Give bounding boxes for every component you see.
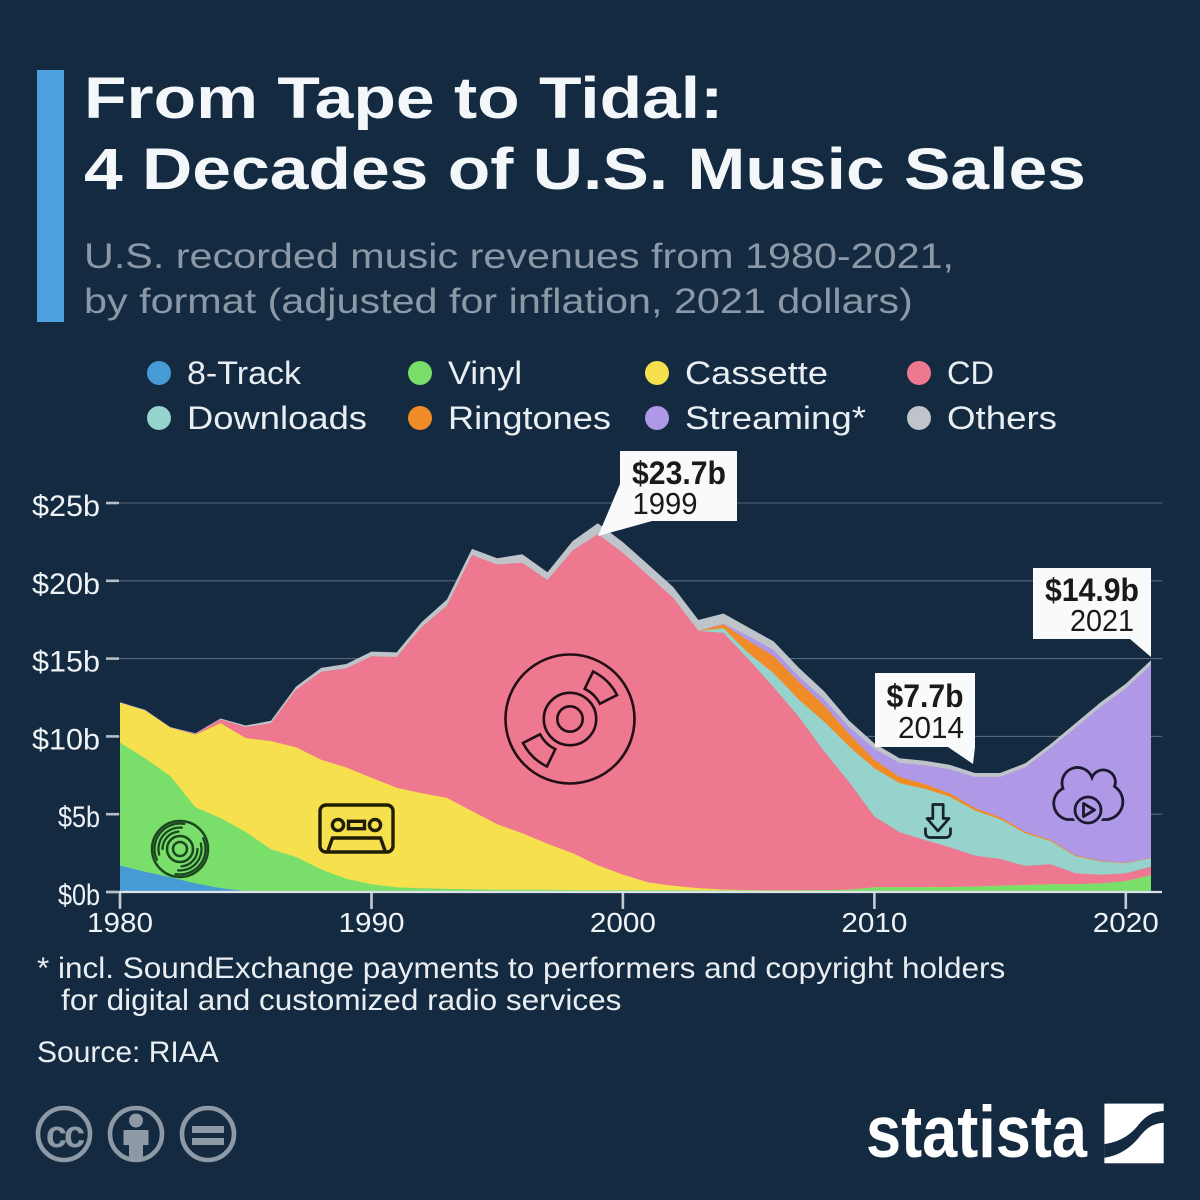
svg-text:$7.7b: $7.7b: [887, 678, 964, 714]
svg-text:2021: 2021: [1070, 603, 1134, 638]
svg-text:Others: Others: [947, 400, 1057, 436]
svg-text:$0b: $0b: [58, 879, 100, 912]
svg-text:2010: 2010: [841, 907, 907, 938]
svg-text:1980: 1980: [87, 907, 153, 938]
svg-text:$23.7b: $23.7b: [632, 455, 726, 491]
svg-text:Streaming*: Streaming*: [685, 400, 866, 436]
svg-text:8-Track: 8-Track: [187, 355, 302, 391]
svg-text:statista: statista: [866, 1098, 1088, 1173]
svg-text:1999: 1999: [633, 486, 698, 521]
svg-text:$14.9b: $14.9b: [1045, 572, 1139, 608]
svg-text:2020: 2020: [1093, 907, 1159, 938]
svg-text:$10b: $10b: [32, 723, 100, 756]
svg-text:2000: 2000: [590, 907, 656, 938]
svg-text:cc: cc: [46, 1114, 85, 1156]
svg-text:2014: 2014: [898, 710, 964, 745]
svg-text:$20b: $20b: [32, 568, 100, 601]
svg-text:Ringtones: Ringtones: [448, 400, 611, 436]
svg-text:Vinyl: Vinyl: [448, 355, 522, 391]
svg-text:$5b: $5b: [58, 801, 100, 834]
svg-text:$15b: $15b: [32, 646, 100, 679]
svg-text:Downloads: Downloads: [187, 400, 367, 436]
svg-text:1990: 1990: [339, 907, 405, 938]
svg-text:CD: CD: [947, 355, 994, 391]
svg-text:$25b: $25b: [32, 490, 100, 523]
svg-text:Cassette: Cassette: [685, 355, 828, 391]
